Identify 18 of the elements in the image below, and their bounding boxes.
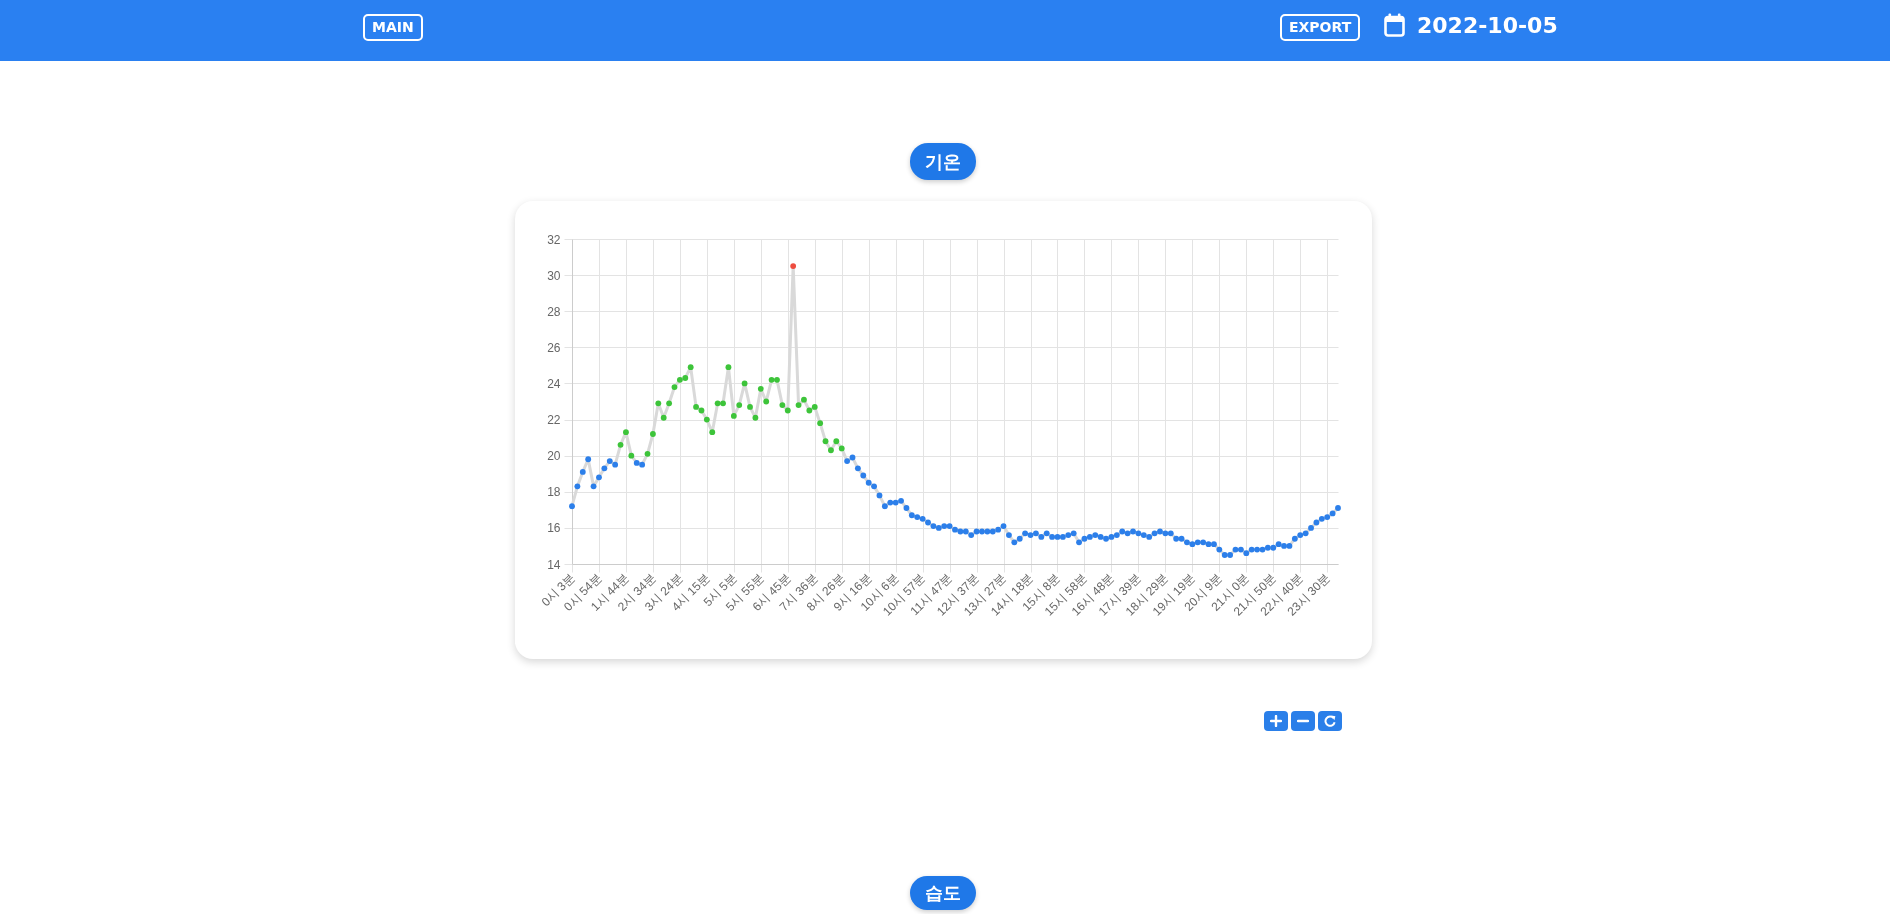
- refresh-button[interactable]: [1318, 711, 1342, 731]
- minus-button[interactable]: [1291, 711, 1315, 731]
- y-tick-label: 14: [547, 557, 561, 572]
- y-tick-label: 16: [547, 521, 561, 536]
- plus-button[interactable]: [1264, 711, 1288, 731]
- export-button[interactable]: EXPORT: [1280, 14, 1361, 41]
- y-tick-label: 26: [547, 340, 561, 355]
- y-tick-label: 22: [547, 413, 561, 428]
- title-pill: 기온: [910, 143, 976, 180]
- y-tick-label: 20: [547, 449, 561, 464]
- y-tick-label: 24: [547, 376, 561, 391]
- y-tick-label: 32: [547, 232, 561, 247]
- y-tick-label: 30: [547, 268, 561, 283]
- heading-pill: 습도: [910, 876, 976, 910]
- y-tick-label: 28: [547, 304, 561, 319]
- text: 2022-10-05: [1417, 13, 1558, 39]
- main-button[interactable]: MAIN: [363, 14, 423, 41]
- y-tick-label: 18: [547, 485, 561, 500]
